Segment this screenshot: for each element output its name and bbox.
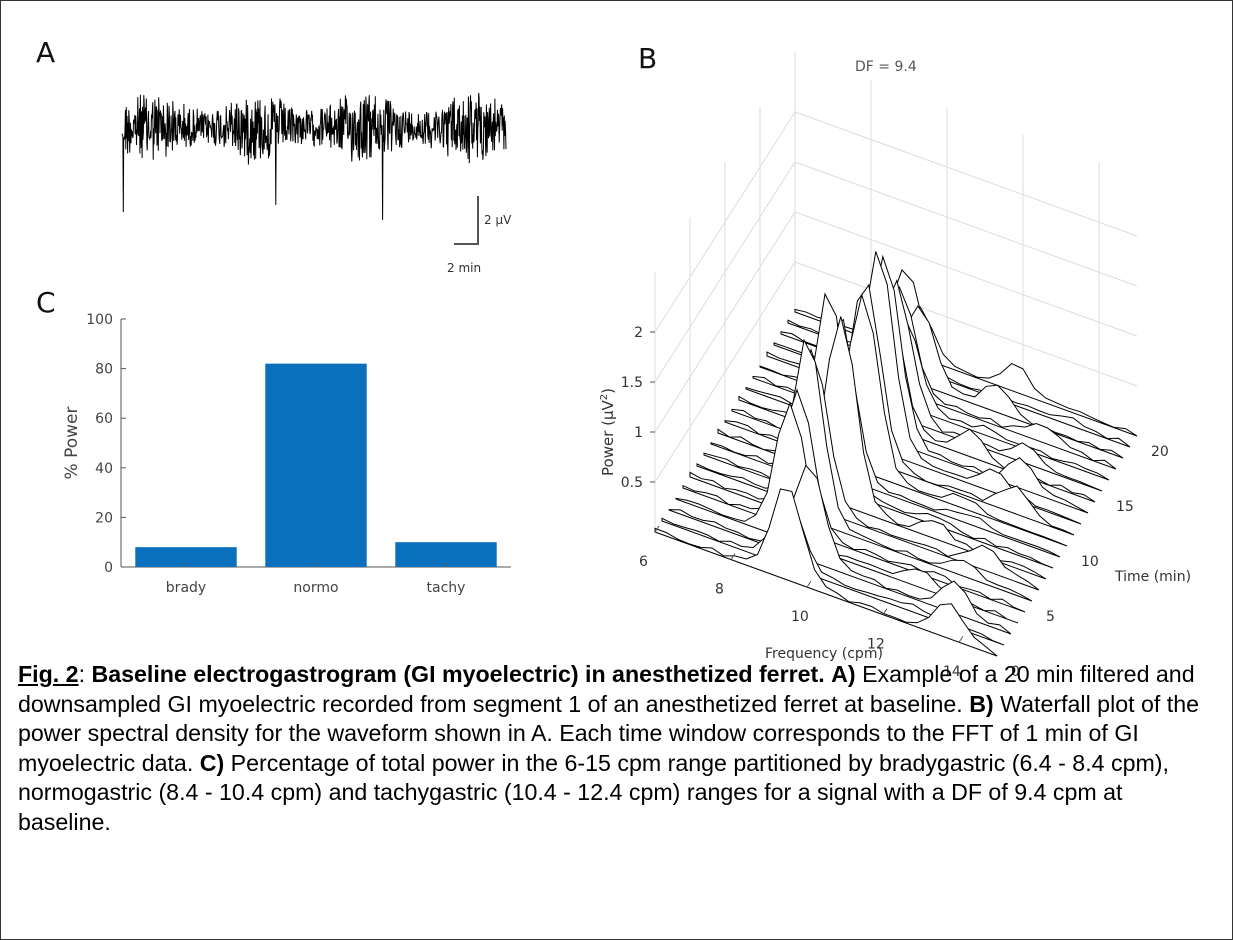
panel-a-letter: A [36, 36, 56, 69]
y-tick-label: 5 [1046, 609, 1055, 625]
panel-c-letter: C [36, 286, 56, 319]
y-tick-label: 20 [95, 510, 113, 526]
spectrum-line [689, 338, 1033, 602]
scale-bar-horizontal-label: 2 min [447, 261, 481, 275]
spectrum-line [717, 318, 1061, 558]
bar-tachy [395, 542, 497, 567]
spectrum-line [710, 292, 1054, 569]
caption-a-label: A) [831, 661, 856, 687]
z-tick-label: 1 [634, 425, 643, 441]
panel-a-trace-chart: 2 µV 2 min [121, 92, 512, 275]
y-tick-label: 60 [95, 411, 113, 427]
x-tick-label: normo [293, 580, 338, 596]
x-tick-label: 8 [715, 582, 724, 598]
x-tick-label: 12 [867, 637, 885, 653]
caption-title: Baseline electrogastrogram (GI myoelectr… [91, 661, 825, 687]
y-axis-label: % Power [62, 407, 82, 480]
x-tick [882, 608, 888, 615]
x-tick [806, 580, 812, 588]
y-tick-label: 20 [1151, 444, 1169, 460]
scale-bar-vertical-label: 2 µV [484, 213, 512, 227]
spectrum-line [724, 292, 1068, 547]
caption-c-text: Percentage of total power in the 6-15 cp… [18, 749, 1169, 835]
x-tick [730, 553, 736, 560]
x-tick-label: 14 [943, 664, 961, 680]
z-tick-label: 2 [634, 325, 643, 341]
caption-a-text: Example of a 20 min filtered and downsam… [18, 661, 1195, 717]
z-axis-label: Power (µV2) [599, 388, 617, 476]
spectrum-line [682, 388, 1026, 613]
panel-c-bar-chart: 0 20 40 60 80 100 brady normo tachy % Power [62, 312, 511, 596]
panel-b-waterfall-chart: 6 8 10 12 14 0 5 10 15 20 0.5 1 1.5 2 DF = 9.4 Freque… [599, 52, 1191, 680]
dominant-frequency-label: DF = 9.4 [855, 59, 917, 75]
caption-b-text: Waterfall plot of the power spectral den… [18, 690, 1200, 776]
y-tick-label: 80 [95, 362, 113, 378]
y-tick-label: 0 [1011, 664, 1020, 680]
bar-normo [265, 363, 367, 567]
figure-caption: Fig. 2: Baseline electrogastrogram (GI m… [18, 660, 1218, 838]
y-tick-label: 100 [86, 312, 113, 328]
caption-colon: : [78, 661, 92, 687]
z-tick-label: 1.5 [621, 375, 643, 391]
spectrum-line [668, 464, 1012, 635]
caption-c-label: C) [199, 749, 225, 776]
spectrum-line [654, 488, 998, 657]
z-tick-label: 0.5 [621, 475, 643, 491]
spectrum-line [696, 347, 1040, 591]
y-tick-label: 40 [95, 461, 113, 477]
bar-brady [135, 547, 237, 567]
x-tick-label: tachy [427, 580, 466, 596]
x-tick [654, 525, 660, 533]
x-tick [958, 635, 964, 643]
myoelectric-trace [121, 92, 507, 221]
x-tick-label: 6 [639, 554, 648, 570]
y-tick-label: 0 [104, 560, 113, 576]
figure-label: Fig. 2 [18, 661, 79, 687]
caption-b-label: B) [969, 690, 994, 717]
y-tick-label: 10 [1081, 554, 1099, 570]
panel-b-letter: B [638, 42, 658, 75]
y-axis-label: Time (min) [1114, 569, 1191, 585]
x-tick-label: brady [166, 580, 206, 596]
y-tick-label: 15 [1116, 499, 1134, 515]
x-axis-label: Frequency (cpm) [765, 646, 883, 662]
x-tick-label: 10 [791, 609, 809, 625]
